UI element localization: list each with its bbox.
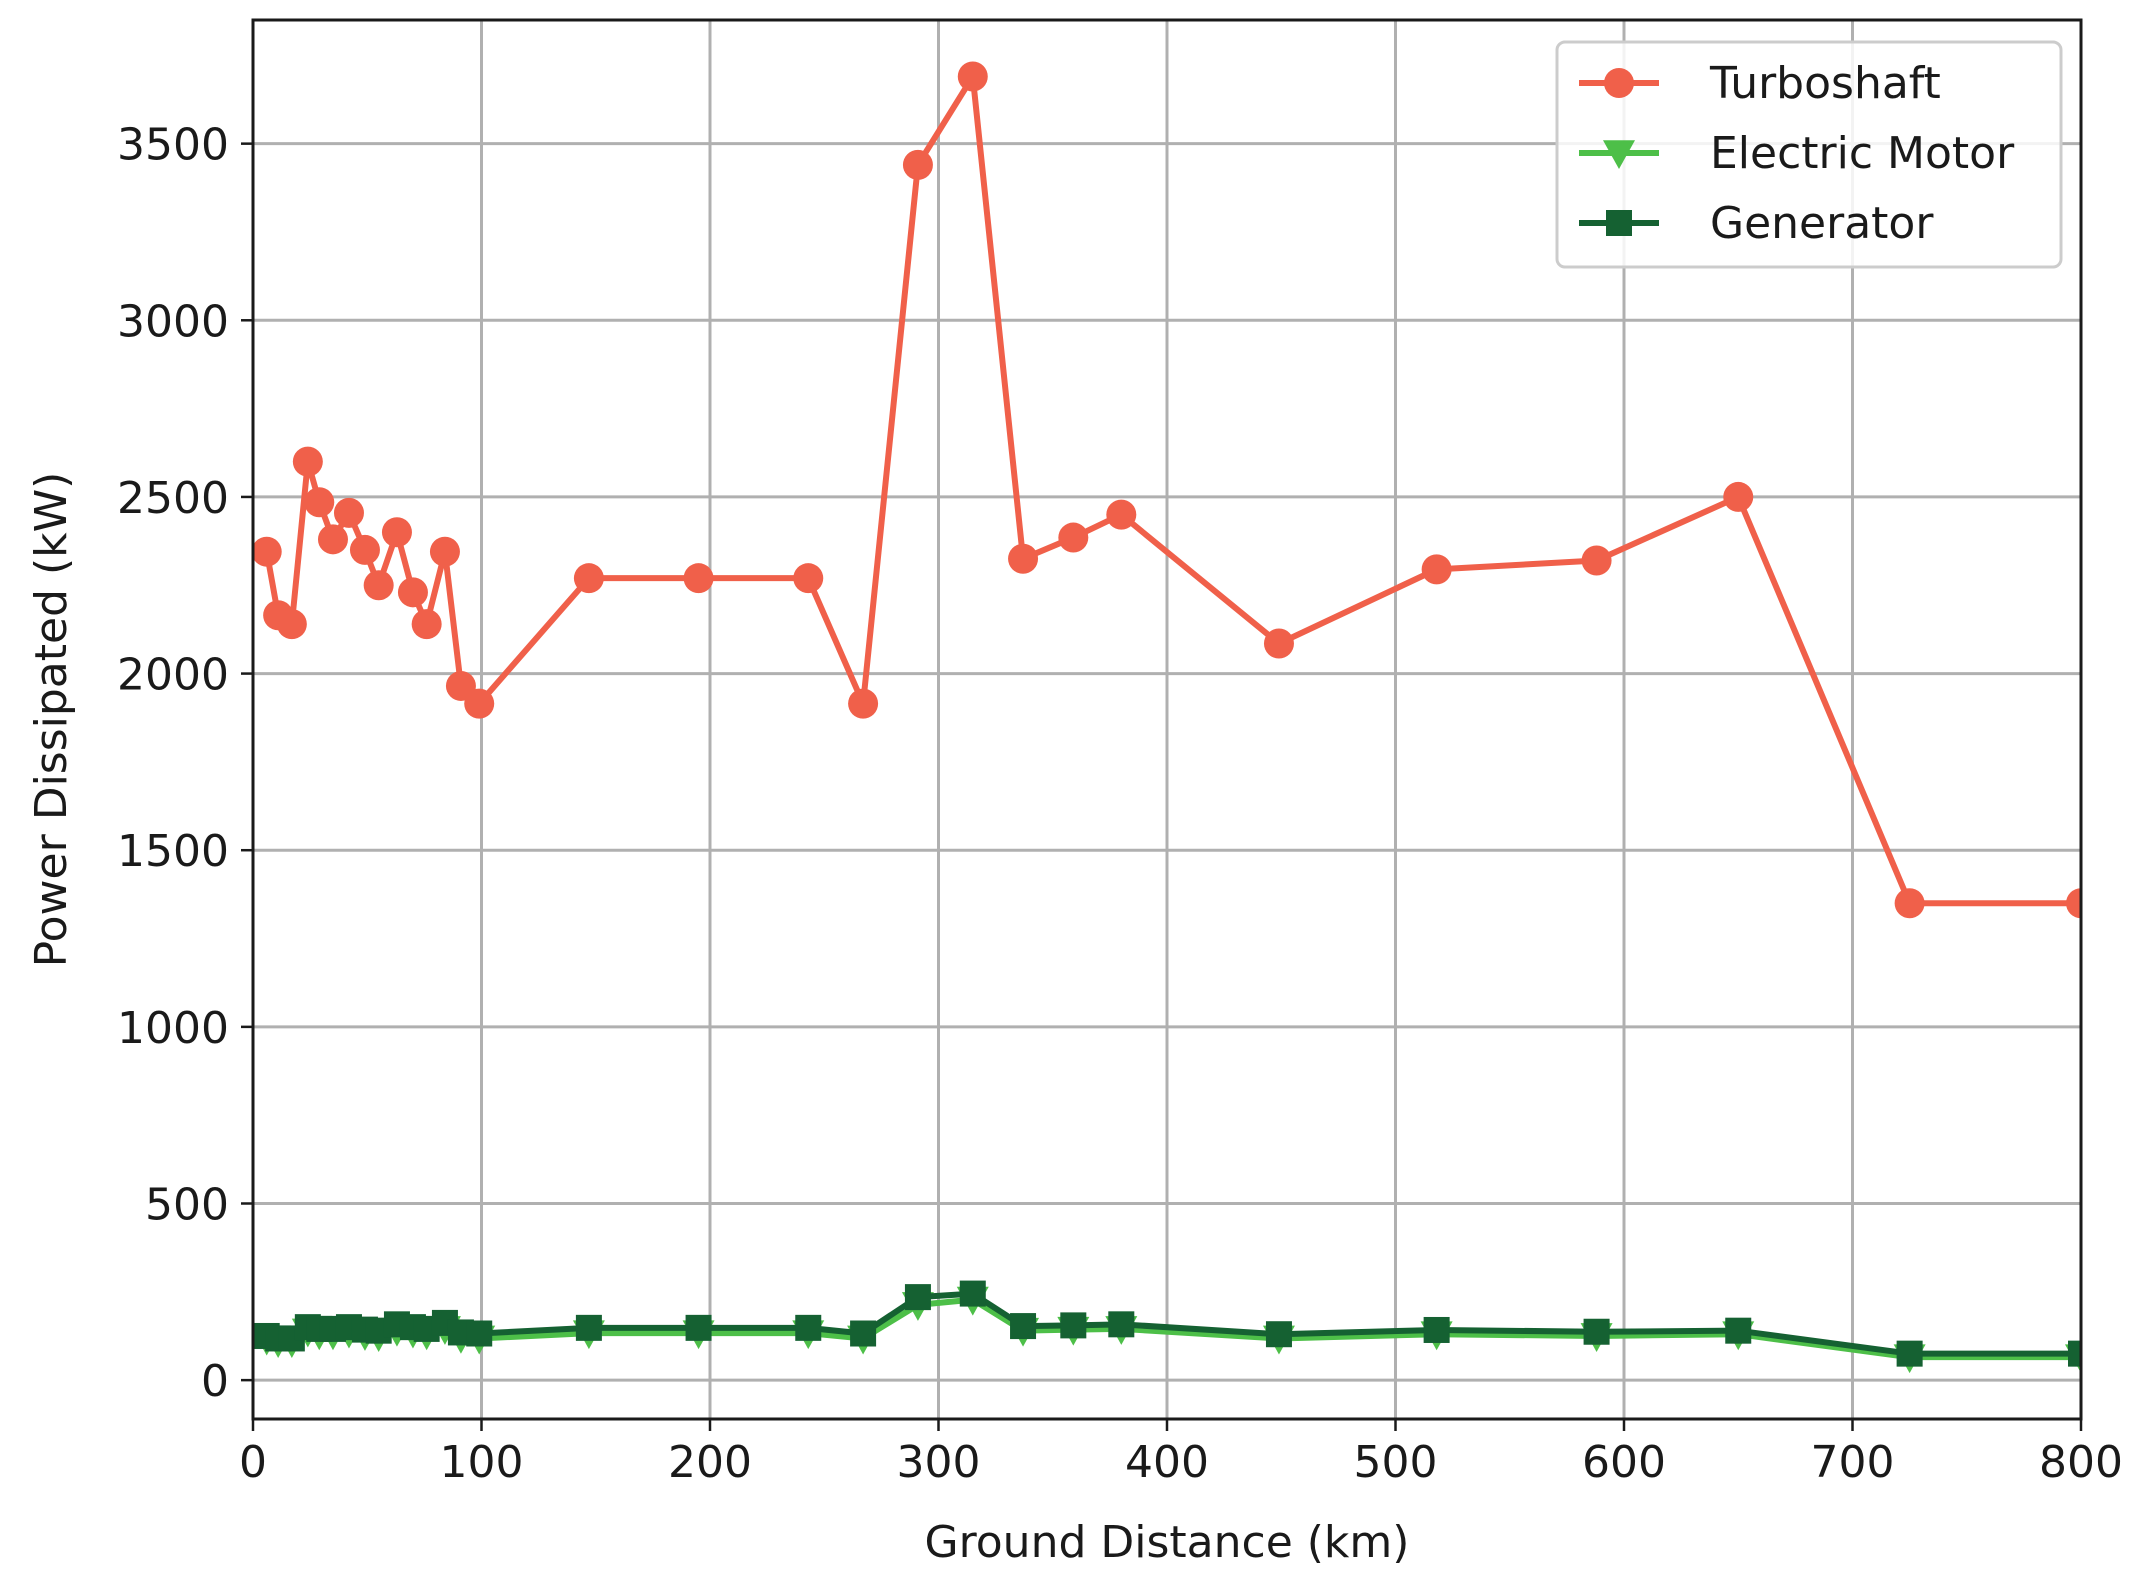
legend-swatch-marker — [1604, 68, 1634, 98]
data-point-turboshaft — [429, 536, 460, 567]
data-point-generator — [2068, 1340, 2081, 1367]
data-point-turboshaft — [363, 570, 394, 601]
x-tick-label: 500 — [1354, 1437, 1438, 1488]
data-point-generator — [1010, 1313, 1037, 1340]
y-tick-label: 2500 — [117, 473, 229, 524]
y-tick-label: 3000 — [117, 296, 229, 347]
data-point-turboshaft — [317, 524, 348, 555]
data-point-turboshaft — [397, 577, 428, 608]
data-point-generator — [575, 1314, 602, 1341]
data-point-turboshaft — [253, 536, 282, 567]
x-tick-label: 0 — [239, 1437, 267, 1488]
data-point-turboshaft — [304, 487, 335, 518]
data-point-generator — [466, 1320, 493, 1347]
legend-item-generator: Generator — [1579, 198, 1934, 249]
data-point-turboshaft — [1723, 481, 1754, 512]
data-point-turboshaft — [464, 688, 495, 719]
data-point-turboshaft — [957, 61, 988, 92]
x-tick-label: 800 — [2039, 1437, 2123, 1488]
data-point-turboshaft — [1581, 545, 1612, 576]
data-point-turboshaft — [793, 563, 824, 594]
data-point-generator — [1108, 1311, 1135, 1338]
legend-label: Electric Motor — [1710, 128, 2015, 179]
x-tick-label: 400 — [1125, 1437, 1209, 1488]
data-point-turboshaft — [349, 534, 380, 565]
data-point-turboshaft — [1263, 628, 1294, 659]
y-tick-label: 1500 — [117, 826, 229, 877]
data-point-turboshaft — [276, 609, 307, 640]
y-tick-label: 0 — [201, 1356, 229, 1407]
legend-label: Turboshaft — [1709, 58, 1941, 109]
x-tick-label: 100 — [440, 1437, 524, 1488]
data-point-turboshaft — [573, 563, 604, 594]
data-point-generator — [1725, 1317, 1752, 1344]
data-point-turboshaft — [1106, 499, 1137, 530]
legend-box — [1555, 40, 2063, 269]
x-tick-label: 600 — [1582, 1437, 1666, 1488]
data-point-turboshaft — [683, 563, 714, 594]
x-tick-label: 200 — [668, 1437, 752, 1488]
data-point-generator — [795, 1314, 822, 1341]
data-point-turboshaft — [848, 688, 879, 719]
legend-swatch-marker — [1606, 210, 1632, 236]
axis-ticks: 0 100 200 300 400 500 600 700 800 0 500 1000 1500 200… — [117, 120, 2123, 1488]
x-tick-label: 700 — [1811, 1437, 1895, 1488]
data-point-turboshaft — [333, 497, 364, 528]
data-point-turboshaft — [1421, 554, 1452, 585]
data-point-turboshaft — [1894, 888, 1925, 919]
data-point-generator — [959, 1280, 986, 1307]
data-point-generator — [1896, 1340, 1923, 1367]
x-tick-label: 300 — [897, 1437, 981, 1488]
legend-label: Generator — [1710, 198, 1934, 249]
data-point-turboshaft — [411, 609, 442, 640]
data-point-turboshaft — [1008, 543, 1039, 574]
y-tick-label: 2000 — [117, 650, 229, 701]
legend-item-electric-motor: Electric Motor — [1579, 128, 2015, 179]
series-turboshaft — [253, 61, 2081, 919]
y-tick-label: 500 — [145, 1179, 229, 1230]
data-point-generator — [1060, 1312, 1087, 1339]
data-point-generator — [1265, 1321, 1292, 1348]
data-point-generator — [904, 1284, 931, 1311]
data-point-turboshaft — [292, 446, 323, 477]
data-point-turboshaft — [2066, 888, 2081, 919]
data-point-generator — [850, 1320, 877, 1347]
data-point-generator — [1423, 1316, 1450, 1343]
y-axis-label: Power Dissipated (kW) — [26, 472, 77, 968]
data-point-generator — [685, 1314, 712, 1341]
legend: Turboshaft Electric Motor Generator — [1555, 40, 2063, 269]
data-point-turboshaft — [381, 517, 412, 548]
data-point-turboshaft — [1058, 522, 1089, 553]
series-generator — [253, 1280, 2081, 1367]
y-tick-label: 1000 — [117, 1003, 229, 1054]
x-axis-label: Ground Distance (km) — [925, 1517, 1410, 1568]
y-tick-label: 3500 — [117, 120, 229, 171]
legend-swatch-marker — [1603, 140, 1635, 169]
legend-item-turboshaft: Turboshaft — [1579, 58, 1941, 109]
data-point-turboshaft — [902, 149, 933, 180]
series-layer — [253, 61, 2081, 1374]
data-point-generator — [1583, 1318, 1610, 1345]
